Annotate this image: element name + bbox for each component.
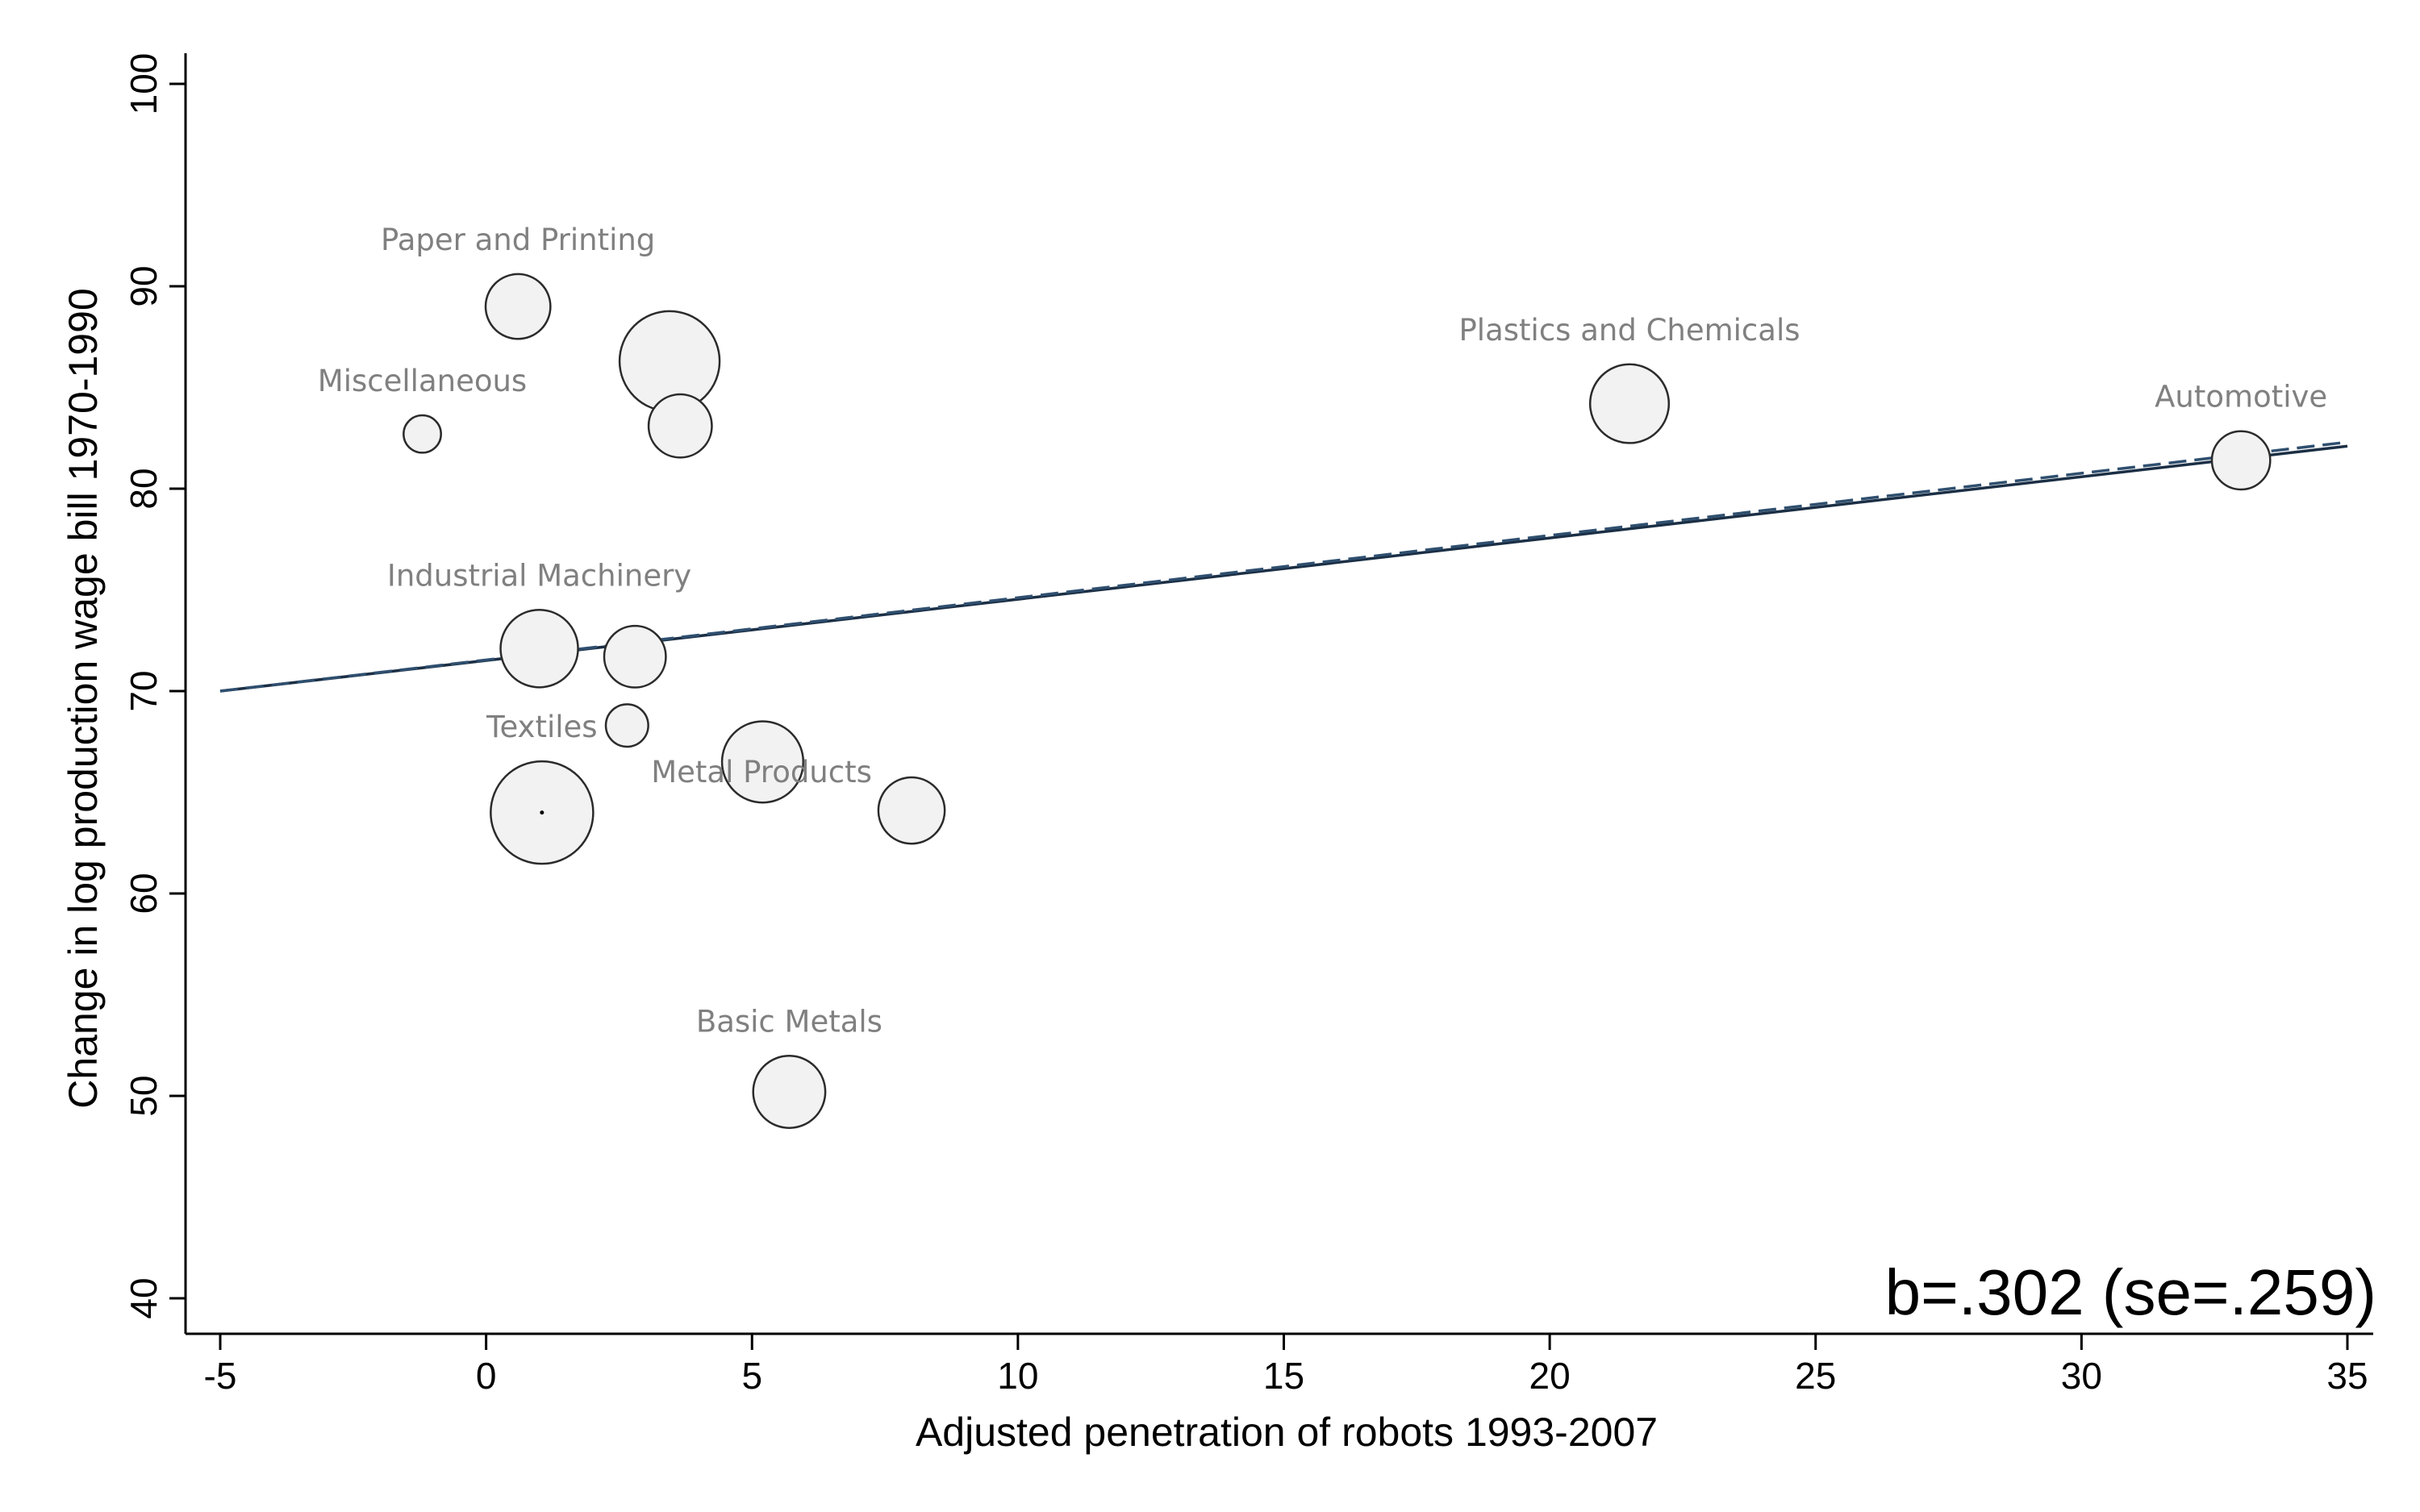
x-tick-label: 20 [1529, 1355, 1571, 1397]
y-tick-label: 70 [123, 670, 165, 711]
point-label: Textiles [486, 710, 597, 744]
point-label: Basic Metals [696, 1004, 882, 1039]
bubble-point [752, 1055, 827, 1129]
bubble-point [2210, 430, 2272, 491]
x-tick-label: 30 [2061, 1355, 2102, 1397]
y-tick-label: 60 [123, 873, 165, 914]
x-tick-label: 5 [741, 1355, 762, 1397]
axes: 40 50 60 70 80 90 100 -5 0 5 10 15 20 25 30 35 [123, 53, 2373, 1397]
fit-line-dashed [219, 440, 2348, 693]
bubble-point [877, 776, 946, 845]
x-tick-label: 35 [2326, 1355, 2368, 1397]
bubbles [403, 273, 2272, 1129]
bubble-point [1588, 363, 1671, 444]
x-tick-label: 0 [476, 1355, 497, 1397]
x-tick-label: -5 [204, 1355, 237, 1397]
point-label: Automotive [2155, 380, 2327, 414]
bubble-center-dot [540, 810, 544, 815]
bubble-point [720, 720, 805, 804]
x-axis-label: Adjusted penetration of robots 1993-2007 [916, 1410, 1658, 1455]
point-label: Miscellaneous [318, 364, 527, 398]
y-tick-label: 90 [123, 265, 165, 306]
y-axis-label: Change in log production wage bill 1970-… [60, 288, 106, 1108]
x-tick-label: 10 [997, 1355, 1038, 1397]
bubble-point [604, 703, 649, 748]
y-tick-label: 100 [123, 53, 165, 115]
point-label: Industrial Machinery [387, 558, 691, 593]
y-tick-label: 50 [123, 1075, 165, 1116]
y-tick-label: 80 [123, 468, 165, 509]
bubble-point [647, 393, 713, 459]
point-label: Metal Products [651, 755, 872, 789]
point-label: Plastics and Chemicals [1458, 313, 1800, 348]
bubble-point [403, 414, 442, 454]
bubble-point [484, 273, 552, 340]
x-tick-label: 15 [1263, 1355, 1304, 1397]
bubble-point [499, 609, 579, 689]
coefficient-annotation: b=.302 (se=.259) [1885, 1256, 2376, 1328]
x-tick-label: 25 [1795, 1355, 1836, 1397]
bubble-point [603, 624, 667, 689]
y-tick-label: 40 [123, 1277, 165, 1318]
point-labels: Paper and Printing Miscellaneous Plastics … [318, 223, 2327, 1039]
point-label: Paper and Printing [381, 223, 655, 257]
